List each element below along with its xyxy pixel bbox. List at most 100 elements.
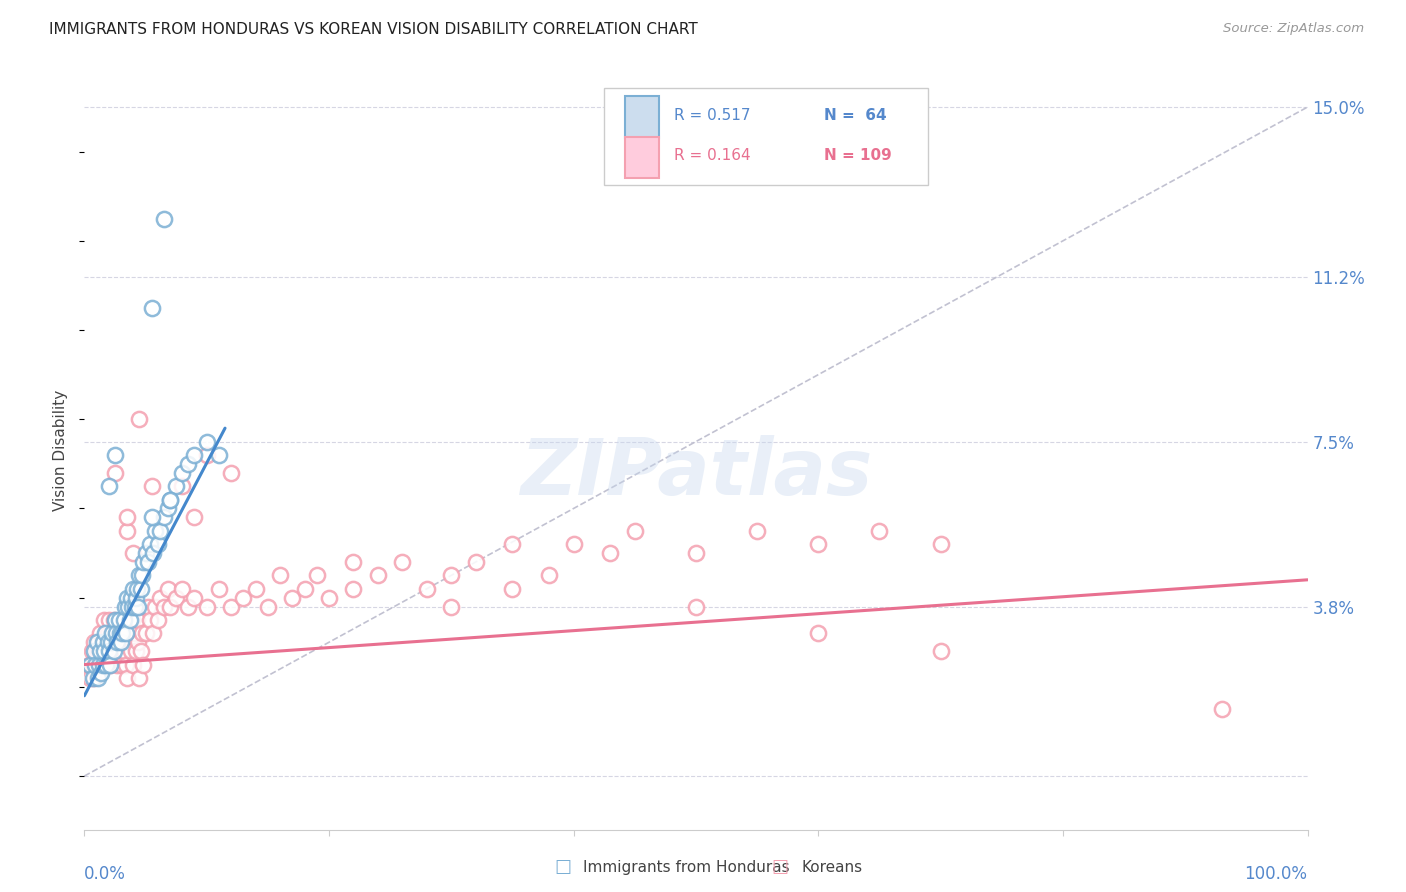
Point <box>367 568 389 582</box>
Point <box>125 644 148 658</box>
Point <box>97 479 120 493</box>
Point <box>129 582 152 596</box>
Point <box>135 626 157 640</box>
Point <box>440 599 463 614</box>
Point <box>172 582 194 596</box>
Point <box>118 613 141 627</box>
Point <box>159 492 181 507</box>
Point <box>165 591 187 605</box>
Point <box>120 591 142 605</box>
Point <box>80 644 103 658</box>
Point <box>101 635 124 649</box>
Point <box>87 671 110 685</box>
Point <box>98 657 121 672</box>
Point <box>156 501 179 516</box>
Point <box>108 644 131 658</box>
Point <box>125 613 148 627</box>
Point <box>83 635 105 649</box>
Point <box>208 582 231 596</box>
Point <box>318 591 340 605</box>
Point <box>104 626 127 640</box>
Point <box>82 657 104 672</box>
Point <box>112 644 135 658</box>
Point <box>110 635 132 649</box>
Point <box>115 591 138 605</box>
Point <box>141 510 163 524</box>
Point <box>142 546 165 560</box>
Point <box>100 635 122 649</box>
Text: ZIPatlas: ZIPatlas <box>520 435 872 511</box>
Point <box>77 657 100 672</box>
Point <box>91 635 114 649</box>
Point <box>124 626 146 640</box>
Point <box>105 657 128 672</box>
Point <box>195 599 218 614</box>
Point <box>807 626 830 640</box>
Point <box>107 626 129 640</box>
Point <box>245 582 267 596</box>
Text: 100.0%: 100.0% <box>1244 865 1308 883</box>
Point <box>464 555 486 569</box>
Point <box>93 613 115 627</box>
Text: □: □ <box>772 858 789 876</box>
Point <box>125 591 148 605</box>
Point <box>219 599 242 614</box>
Point <box>143 599 166 614</box>
Point <box>232 591 254 605</box>
Point <box>294 582 316 596</box>
Text: R = 0.517: R = 0.517 <box>673 108 751 123</box>
Point <box>177 599 200 614</box>
Point <box>153 510 176 524</box>
Point <box>183 591 205 605</box>
Point <box>115 524 138 538</box>
Point <box>599 546 621 560</box>
Point <box>120 644 142 658</box>
Point <box>208 448 231 462</box>
Point <box>219 466 242 480</box>
Point <box>97 644 120 658</box>
Point <box>172 479 194 493</box>
Text: R = 0.164: R = 0.164 <box>673 148 751 163</box>
Point <box>131 626 153 640</box>
Point <box>538 568 561 582</box>
Point <box>281 591 304 605</box>
Point <box>153 599 176 614</box>
Point <box>84 657 107 672</box>
Point <box>87 644 110 658</box>
Point <box>139 537 162 551</box>
Point <box>101 626 124 640</box>
Point <box>139 613 162 627</box>
Point <box>86 666 108 681</box>
Point <box>305 568 328 582</box>
Point <box>89 626 111 640</box>
Point <box>105 626 128 640</box>
Point <box>257 599 280 614</box>
Point <box>103 613 125 627</box>
Point <box>96 657 118 672</box>
Point <box>502 582 524 596</box>
Point <box>97 644 120 658</box>
Point <box>100 626 122 640</box>
Point <box>929 537 952 551</box>
FancyBboxPatch shape <box>605 88 928 186</box>
Point <box>624 524 647 538</box>
Y-axis label: Vision Disability: Vision Disability <box>53 390 69 511</box>
Point <box>111 657 134 672</box>
Point <box>136 555 159 569</box>
Point <box>131 568 153 582</box>
Point <box>141 301 163 315</box>
Point <box>114 613 136 627</box>
Point <box>142 626 165 640</box>
Point <box>183 510 205 524</box>
Point <box>87 635 110 649</box>
Point <box>105 635 128 649</box>
Point <box>93 644 115 658</box>
Point <box>82 671 104 685</box>
Point <box>112 613 135 627</box>
Point <box>141 479 163 493</box>
Point <box>114 599 136 614</box>
Point <box>121 599 143 614</box>
Point <box>195 434 218 449</box>
Text: Immigrants from Honduras: Immigrants from Honduras <box>583 860 790 874</box>
Point <box>115 510 138 524</box>
